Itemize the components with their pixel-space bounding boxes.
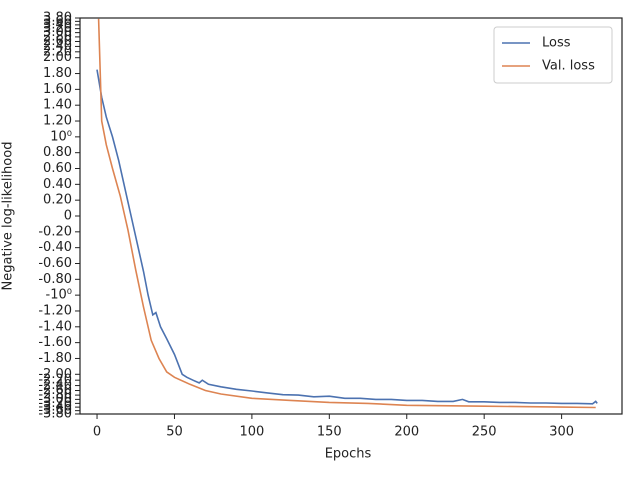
y-tick-label: -2.00 bbox=[38, 367, 72, 382]
y-tick-label: 1.60 bbox=[43, 82, 72, 97]
legend-box bbox=[493, 26, 613, 84]
y-tick-label: 10⁰ bbox=[50, 129, 72, 144]
y-tick-label: -0.40 bbox=[38, 240, 72, 255]
x-tick-label: 300 bbox=[549, 425, 574, 440]
plot-frame bbox=[79, 17, 623, 415]
y-tick-label: -2.80 bbox=[38, 388, 72, 403]
y-tick-label: -2.60 bbox=[38, 383, 72, 398]
legend-label: Val. loss bbox=[542, 59, 595, 74]
x-tick-label: 250 bbox=[472, 425, 497, 440]
y-tick-label: 3.20 bbox=[43, 21, 72, 36]
y-tick-label: -0.80 bbox=[38, 272, 72, 287]
y-tick-label: -2.40 bbox=[38, 378, 72, 393]
y-tick-label: 2.00 bbox=[43, 50, 72, 65]
y-tick-label: 3.60 bbox=[43, 14, 72, 29]
y-tick-label: -3.80 bbox=[38, 407, 72, 422]
y-tick-label: 1.80 bbox=[43, 66, 72, 81]
y-tick-label: -1.20 bbox=[38, 303, 72, 318]
line-series bbox=[97, 18, 596, 409]
x-tick-label: 0 bbox=[93, 425, 101, 440]
y-tick-label: 0.60 bbox=[43, 161, 72, 176]
y-tick-label: -1.60 bbox=[38, 335, 72, 350]
y-tick-label: 0.80 bbox=[43, 145, 72, 160]
y-tick-label: 3.00 bbox=[43, 25, 72, 40]
y-tick-label: 2.80 bbox=[43, 29, 72, 44]
y-tick-label: 2.20 bbox=[43, 44, 72, 59]
y-tick-label: 0.20 bbox=[43, 193, 72, 208]
y-tick-label: 0 bbox=[64, 209, 72, 224]
y-tick-label: -3.60 bbox=[38, 403, 72, 418]
y-axis-label: Negative log-likelihood bbox=[1, 142, 16, 291]
y-tick-label: 3.80 bbox=[43, 11, 72, 26]
y-tick-label: 2.40 bbox=[43, 39, 72, 54]
y-tick-label: 1.40 bbox=[43, 98, 72, 113]
y-tick-label: -3.40 bbox=[38, 400, 72, 415]
y-tick-label: -3.00 bbox=[38, 392, 72, 407]
y-tick-label: -10⁰ bbox=[46, 288, 72, 303]
legend: Loss Val. loss bbox=[493, 26, 613, 84]
x-tick-label: 150 bbox=[317, 425, 342, 440]
y-tick-label: -0.20 bbox=[38, 224, 72, 239]
y-tick-label: 0.40 bbox=[43, 177, 72, 192]
y-tick-label: 2.60 bbox=[43, 34, 72, 49]
y-tick-label: -0.60 bbox=[38, 256, 72, 271]
x-tick-label: 100 bbox=[239, 425, 264, 440]
x-tick-label: 50 bbox=[166, 425, 183, 440]
y-tick-label: -1.80 bbox=[38, 351, 72, 366]
legend-label: Loss bbox=[542, 36, 571, 51]
y-tick-label: -3.20 bbox=[38, 396, 72, 411]
y-tick-label: 3.40 bbox=[43, 17, 72, 32]
y-tick-label: -2.20 bbox=[38, 373, 72, 388]
line-series bbox=[96, 69, 598, 405]
y-tick-label: -1.40 bbox=[38, 319, 72, 334]
y-tick-label: 1.20 bbox=[43, 114, 72, 129]
x-axis-label: Epochs bbox=[325, 447, 372, 462]
x-tick-label: 200 bbox=[394, 425, 419, 440]
